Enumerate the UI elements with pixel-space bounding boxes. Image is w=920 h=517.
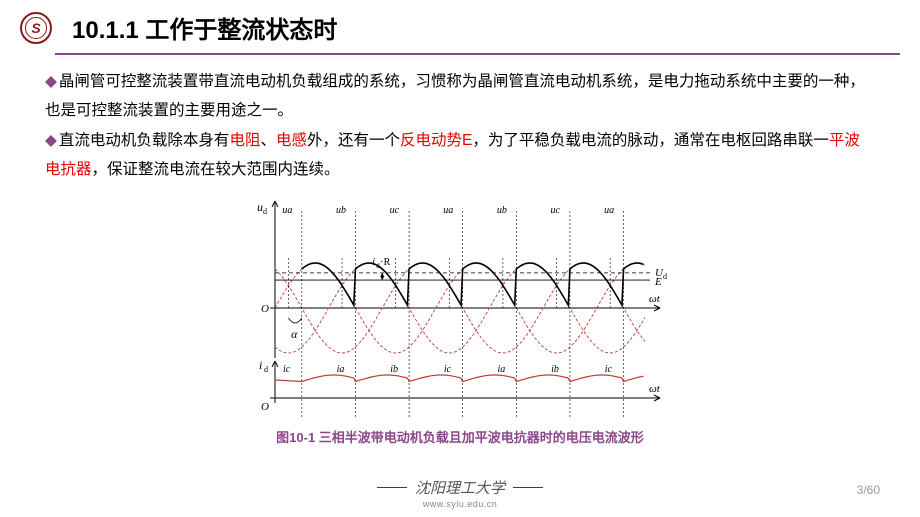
svg-text:ic: ic — [605, 364, 613, 375]
footer-dash-right — [513, 487, 543, 488]
slide-body: ◆晶闸管可控整流装置带直流电动机负载组成的系统，习惯称为晶闸管直流电动机系统，是… — [0, 55, 920, 185]
svg-text:ωt: ωt — [649, 383, 661, 395]
highlight-inductance: 电感 — [276, 132, 307, 149]
paragraph-1: ◆晶闸管可控整流装置带直流电动机负载组成的系统，习惯称为晶闸管直流电动机系统，是… — [45, 67, 875, 126]
svg-text:ia: ia — [337, 364, 345, 375]
svg-text:ib: ib — [390, 364, 398, 375]
waveform-diagram: udOωtUdEuaubucuaubucuaαid·RidOωticiaibic… — [230, 193, 690, 423]
svg-text:uc: uc — [551, 205, 561, 216]
section-number: 10.1.1 — [72, 17, 139, 44]
university-logo: S — [20, 12, 52, 44]
svg-text:α: α — [291, 327, 298, 341]
figure-caption: 图10-1 三相半波带电动机负载且加平波电抗器时的电压电流波形 — [0, 427, 920, 446]
figure-container: udOωtUdEuaubucuaubucuaαid·RidOωticiaibic… — [0, 193, 920, 423]
svg-text:ua: ua — [443, 205, 453, 216]
svg-text:ic: ic — [444, 364, 452, 375]
svg-text:i: i — [372, 257, 375, 268]
svg-text:ia: ia — [497, 364, 505, 375]
svg-text:ua: ua — [282, 205, 292, 216]
university-name: 沈阳理工大学 — [415, 477, 505, 498]
svg-text:E: E — [654, 276, 662, 288]
svg-text:O: O — [261, 303, 269, 315]
svg-text:ua: ua — [604, 205, 614, 216]
svg-text:ic: ic — [283, 364, 291, 375]
svg-text:ωt: ωt — [649, 293, 661, 305]
slide-header: S 10.1.1 工作于整流状态时 — [0, 0, 920, 53]
title-text: 工作于整流状态时 — [145, 17, 337, 44]
highlight-resistance: 电阻 — [229, 132, 260, 149]
footer-dash-left — [377, 487, 407, 488]
svg-text:ib: ib — [551, 364, 559, 375]
svg-text:uc: uc — [390, 205, 400, 216]
slide-title: 10.1.1 工作于整流状态时 — [72, 10, 337, 45]
svg-text:d: d — [264, 365, 268, 374]
bullet-icon: ◆ — [45, 73, 57, 90]
svg-text:·R: ·R — [380, 257, 390, 268]
page-number: 3/60 — [857, 483, 880, 497]
svg-text:O: O — [261, 401, 269, 413]
university-url: www.sylu.edu.cn — [0, 499, 920, 509]
svg-text:i: i — [259, 358, 262, 372]
svg-text:d: d — [263, 207, 267, 216]
svg-text:d: d — [663, 272, 667, 281]
slide-footer: 沈阳理工大学 www.sylu.edu.cn — [0, 475, 920, 509]
svg-text:ub: ub — [336, 205, 346, 216]
highlight-emf: 反电动势E — [400, 132, 472, 149]
bullet-icon: ◆ — [45, 132, 57, 149]
svg-text:ub: ub — [497, 205, 507, 216]
paragraph-2: ◆直流电动机负载除本身有电阻、电感外，还有一个反电动势E，为了平稳负载电流的脉动… — [45, 126, 875, 185]
